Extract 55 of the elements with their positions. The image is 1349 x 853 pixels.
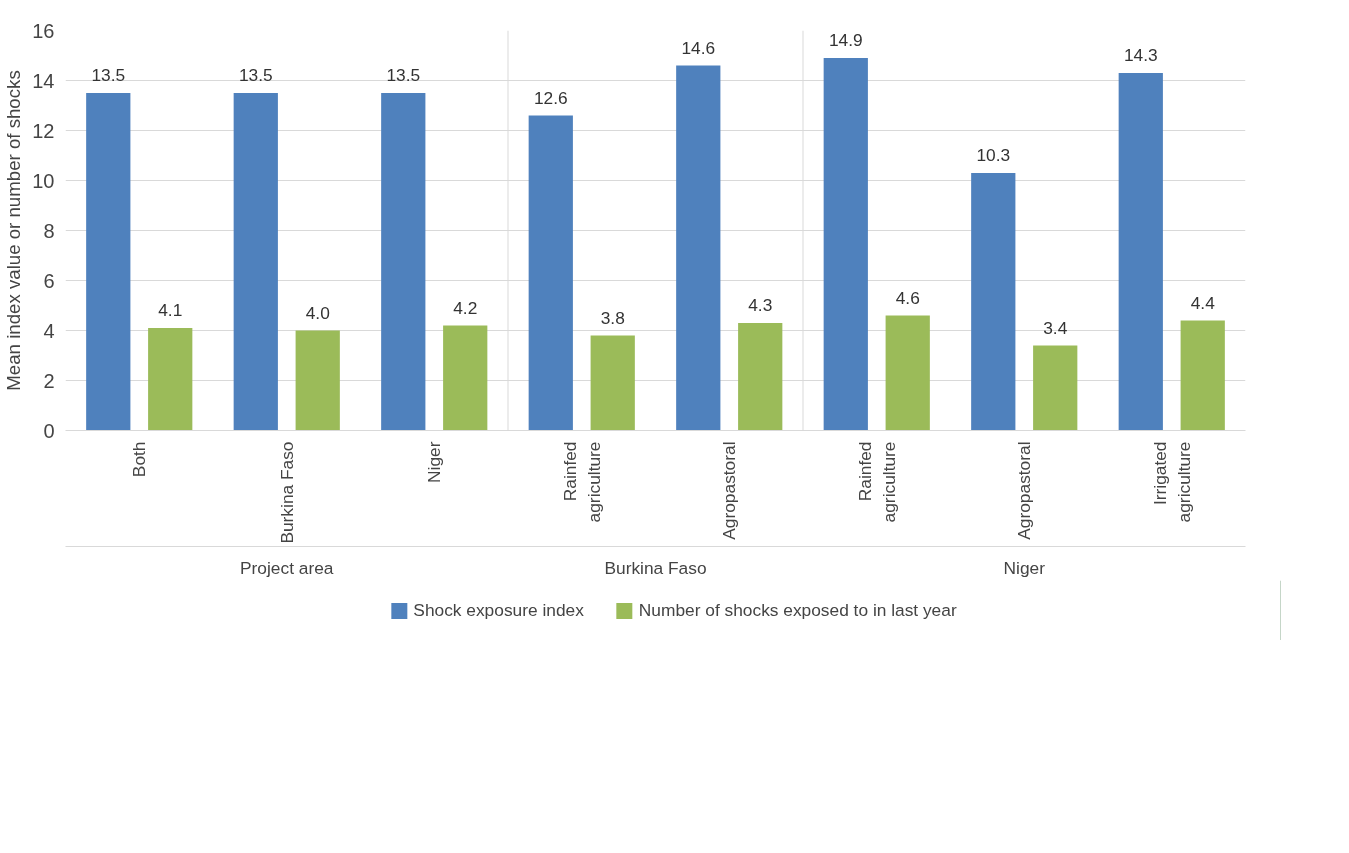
bar <box>86 93 131 431</box>
data-label: 3.8 <box>600 307 625 328</box>
data-label: 14.6 <box>681 37 716 58</box>
y-tick-label: 16 <box>32 19 55 42</box>
x-tick-label: Agropastoral <box>1014 441 1035 540</box>
data-label: 14.3 <box>1123 45 1158 65</box>
bar <box>1033 345 1078 431</box>
bar <box>885 315 930 431</box>
x-tick-label: Rainfed agriculture <box>559 441 604 523</box>
text: Project area <box>240 557 334 578</box>
legend-label: Number of shocks exposed to in last year <box>638 599 957 621</box>
text: Niger <box>1003 557 1046 578</box>
bar <box>233 93 278 431</box>
y-tick-label: 4 <box>43 319 55 342</box>
bar <box>381 93 426 431</box>
bar <box>823 58 868 431</box>
y-tick-label: 6 <box>43 269 55 292</box>
bar <box>1180 320 1225 431</box>
y-axis-title: Mean index value or number of shocks <box>3 70 25 391</box>
y-tick-label: 2 <box>43 369 55 392</box>
x-tick-label: Both <box>129 441 150 478</box>
data-label: 13.5 <box>386 65 421 85</box>
data-label: 12.6 <box>533 87 568 108</box>
data-label: 13.5 <box>91 65 126 85</box>
y-tick-label: 10 <box>32 169 55 192</box>
text: Burkina Faso <box>604 557 707 578</box>
data-label: 4.2 <box>453 297 478 318</box>
bar <box>295 330 340 431</box>
y-tick-label: 0 <box>43 419 55 442</box>
x-tick-label: Niger <box>424 441 445 483</box>
x-tick-label: Rainfed agriculture <box>854 441 899 523</box>
bar <box>148 328 193 431</box>
bar <box>528 115 573 431</box>
bar <box>971 173 1016 431</box>
bar <box>1118 73 1163 431</box>
data-label: 4.0 <box>305 302 330 323</box>
y-tick-label: 12 <box>32 119 55 142</box>
bar <box>676 65 721 431</box>
data-label: 4.6 <box>895 287 920 308</box>
bar <box>590 335 635 431</box>
y-tick-label: 8 <box>43 219 55 242</box>
data-label: 14.9 <box>828 30 863 50</box>
data-label: 3.4 <box>1043 317 1068 338</box>
bar <box>443 325 488 431</box>
legend-label: Shock exposure index <box>413 599 584 621</box>
data-label: 10.3 <box>976 145 1011 165</box>
x-tick-label: Agropastoral <box>719 441 740 540</box>
y-tick-label: 14 <box>32 69 55 92</box>
x-tick-label: Irrigated agriculture <box>1149 441 1194 523</box>
x-tick-label: Burkina Faso <box>276 441 297 544</box>
data-label: 4.4 <box>1190 292 1216 313</box>
bar <box>738 323 783 431</box>
data-label: 13.5 <box>238 65 273 85</box>
data-label: 4.1 <box>158 300 183 320</box>
data-label: 4.3 <box>748 295 773 315</box>
